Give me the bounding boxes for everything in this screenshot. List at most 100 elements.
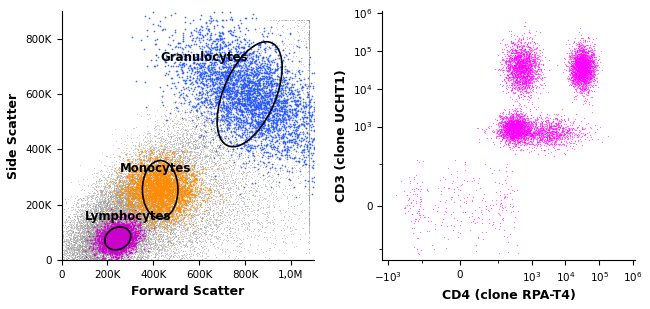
Point [119, 222, 129, 226]
Point [517, 90, 527, 95]
Point [291, 112, 302, 117]
Point [118, 244, 128, 249]
Point [517, 130, 528, 135]
Point [120, 233, 130, 238]
Point [280, 250, 290, 255]
Point [135, 193, 145, 198]
Point [205, 138, 215, 143]
Point [115, 201, 125, 206]
Point [507, 125, 517, 130]
Point [199, 138, 209, 143]
Point [517, 128, 528, 133]
Point [109, 233, 120, 238]
Point [175, 199, 185, 204]
Point [116, 223, 126, 228]
Point [252, 153, 263, 158]
Point [151, 170, 161, 175]
Point [174, 242, 184, 247]
Point [502, 129, 513, 134]
Point [150, 198, 160, 203]
Point [194, 192, 204, 197]
Point [309, 179, 320, 184]
Point [143, 257, 153, 262]
Point [412, 235, 423, 240]
Point [132, 257, 142, 262]
Point [168, 152, 179, 157]
Point [81, 222, 92, 226]
Point [125, 234, 135, 239]
Point [275, 112, 285, 117]
Point [136, 233, 147, 238]
Point [512, 55, 522, 60]
Point [107, 232, 118, 237]
Point [502, 123, 512, 128]
Point [111, 257, 122, 262]
Point [91, 255, 101, 260]
Point [255, 106, 266, 111]
Point [117, 241, 127, 246]
Point [144, 196, 155, 201]
Point [196, 74, 206, 79]
Point [519, 140, 529, 145]
Point [91, 193, 101, 197]
Point [113, 214, 124, 219]
Point [578, 73, 589, 78]
Point [151, 155, 162, 160]
Point [168, 133, 179, 138]
Point [571, 72, 582, 77]
Point [178, 184, 188, 189]
Point [185, 241, 196, 246]
Point [304, 182, 315, 187]
Point [162, 187, 173, 192]
Point [124, 220, 134, 225]
Point [514, 132, 524, 137]
Point [507, 130, 517, 135]
Point [156, 228, 166, 233]
Point [129, 219, 139, 224]
Point [578, 77, 589, 82]
Point [304, 21, 315, 26]
Point [180, 184, 190, 189]
Point [158, 254, 168, 259]
Point [567, 62, 578, 67]
Point [112, 256, 123, 261]
Point [101, 233, 111, 238]
Point [289, 107, 299, 112]
Point [161, 182, 172, 187]
Point [121, 247, 131, 252]
Point [86, 207, 96, 212]
Point [112, 227, 123, 232]
Point [115, 190, 125, 195]
Point [200, 100, 211, 105]
Point [181, 192, 191, 197]
Point [304, 137, 315, 142]
Point [189, 164, 200, 169]
Point [104, 244, 114, 249]
Point [166, 160, 176, 165]
Point [571, 87, 582, 92]
Point [94, 257, 104, 262]
Point [498, 134, 508, 139]
Point [571, 111, 582, 116]
Point [586, 75, 596, 80]
Point [130, 187, 140, 192]
Point [239, 88, 250, 93]
Point [293, 173, 304, 178]
Point [107, 257, 118, 262]
Point [276, 73, 287, 78]
Point [233, 197, 243, 202]
Point [73, 210, 83, 214]
Point [84, 216, 95, 221]
Point [580, 59, 590, 64]
Point [75, 245, 86, 250]
Point [547, 119, 558, 124]
Point [77, 257, 87, 262]
Point [96, 236, 106, 241]
Point [575, 75, 585, 80]
Point [84, 257, 94, 262]
Point [147, 218, 157, 223]
Point [502, 72, 512, 77]
Point [516, 71, 526, 76]
Point [283, 76, 294, 81]
Point [579, 72, 590, 77]
